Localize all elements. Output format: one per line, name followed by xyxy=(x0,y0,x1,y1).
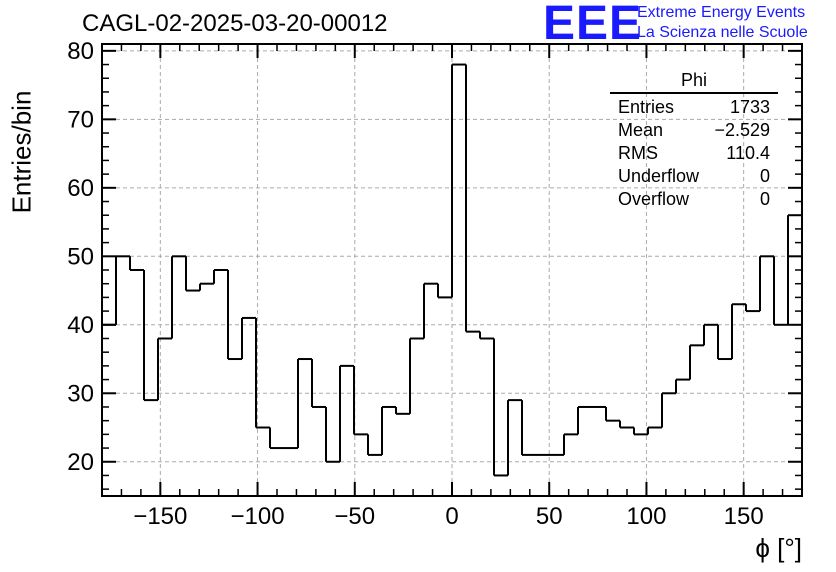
stats-value: 110.4 xyxy=(726,143,770,163)
x-tick-label: 150 xyxy=(724,503,764,530)
y-tick-label: 70 xyxy=(67,106,94,133)
x-tick-label: 100 xyxy=(626,503,666,530)
stats-row: Mean −2.529 xyxy=(610,119,778,142)
stats-row: Underflow 0 xyxy=(610,165,778,188)
logo-line-2: La Scienza nelle Scuole xyxy=(637,24,808,41)
stats-label: RMS xyxy=(618,143,658,163)
y-axis-label: Entries/bin xyxy=(6,90,37,214)
y-axis-label-box: Entries/bin xyxy=(7,91,37,214)
y-tick-label: 40 xyxy=(67,312,94,339)
stats-box: Phi Entries 1733 Mean −2.529 RMS 110.4 U… xyxy=(610,70,778,211)
x-tick-label: 50 xyxy=(536,503,563,530)
x-tick-label: −100 xyxy=(231,503,285,530)
y-tick-label: 80 xyxy=(67,38,94,65)
stats-value: 0 xyxy=(759,166,770,186)
stats-row: Entries 1733 xyxy=(610,96,778,119)
y-tick-label: 30 xyxy=(67,380,94,407)
y-tick-label: 60 xyxy=(67,175,94,202)
stats-value: 1733 xyxy=(729,97,770,117)
chart-title: CAGL-02-2025-03-20-00012 xyxy=(82,10,388,37)
stats-label: Mean xyxy=(618,120,664,140)
x-tick-label: 0 xyxy=(445,503,458,530)
stats-label: Underflow xyxy=(618,166,700,186)
y-tick-label: 50 xyxy=(67,243,94,270)
stats-title: Phi xyxy=(610,70,778,94)
x-tick-label: −150 xyxy=(133,503,187,530)
stats-label: Entries xyxy=(618,97,675,117)
stats-label: Overflow xyxy=(618,189,690,209)
stats-value: −2.529 xyxy=(714,120,770,140)
stats-value: 0 xyxy=(759,189,770,209)
logo-line-1: Extreme Energy Events xyxy=(637,4,806,21)
eee-logo: EEE xyxy=(543,0,643,50)
x-tick-label: −50 xyxy=(334,503,375,530)
stats-row: RMS 110.4 xyxy=(610,142,778,165)
axes: −150 −100 −50 0 50 100 150 20 30 40 50 60 70 80 xyxy=(67,38,803,530)
stats-row: Overflow 0 xyxy=(610,188,778,211)
x-axis-label: ϕ [°] xyxy=(755,533,802,563)
y-tick-label: 20 xyxy=(67,449,94,476)
